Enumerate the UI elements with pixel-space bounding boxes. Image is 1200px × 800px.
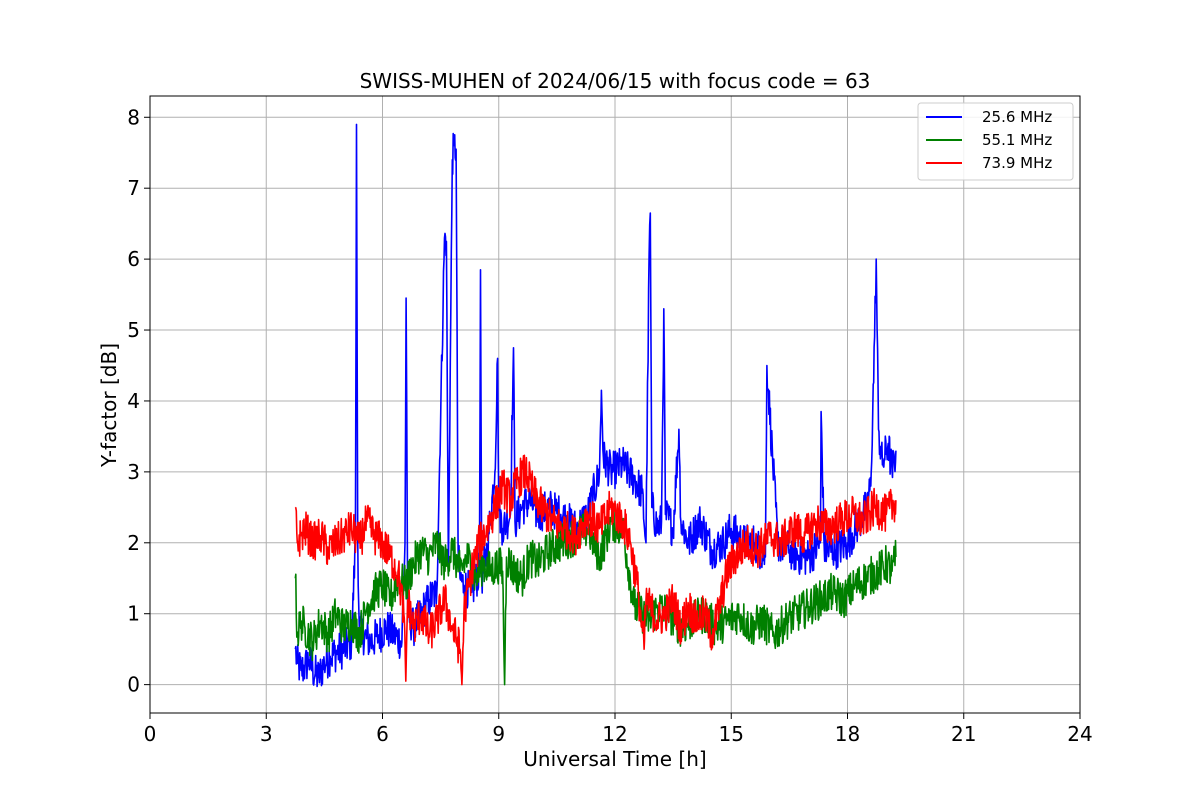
series-line-2 [294, 454, 897, 686]
series-line-1 [294, 503, 897, 686]
x-tick-label: 18 [835, 722, 860, 746]
x-tick-label: 0 [144, 722, 157, 746]
y-tick-label: 3 [127, 460, 140, 484]
chart-title: SWISS-MUHEN of 2024/06/15 with focus cod… [360, 69, 871, 93]
x-tick-label: 3 [260, 722, 273, 746]
y-tick-label: 7 [127, 176, 140, 200]
y-tick-label: 5 [127, 318, 140, 342]
y-tick-label: 1 [127, 602, 140, 626]
x-tick-label: 24 [1067, 722, 1092, 746]
x-axis: 0 3 6 9 12 15 18 21 24 [144, 713, 1093, 746]
legend: 25.6 MHz 55.1 MHz 73.9 MHz [917, 102, 1074, 181]
x-axis-label: Universal Time [h] [523, 747, 706, 771]
legend-entry: 25.6 MHz [982, 108, 1052, 126]
x-tick-label: 21 [951, 722, 976, 746]
legend-entry: 55.1 MHz [982, 131, 1052, 149]
y-tick-label: 6 [127, 247, 140, 271]
x-tick-label: 6 [376, 722, 389, 746]
legend-entry: 73.9 MHz [982, 154, 1052, 172]
legend-box [917, 102, 1074, 181]
y-tick-label: 2 [127, 531, 140, 555]
x-tick-label: 12 [602, 722, 627, 746]
y-tick-label: 0 [127, 673, 140, 697]
y-tick-label: 4 [127, 389, 140, 413]
x-tick-label: 15 [719, 722, 744, 746]
series-layer [294, 123, 897, 688]
x-tick-label: 9 [492, 722, 505, 746]
y-axis: 0 1 2 3 4 5 6 7 8 [127, 105, 150, 697]
y-axis-label: Y-factor [dB] [97, 343, 121, 468]
y-tick-label: 8 [127, 105, 140, 129]
series-line-0 [294, 123, 897, 688]
